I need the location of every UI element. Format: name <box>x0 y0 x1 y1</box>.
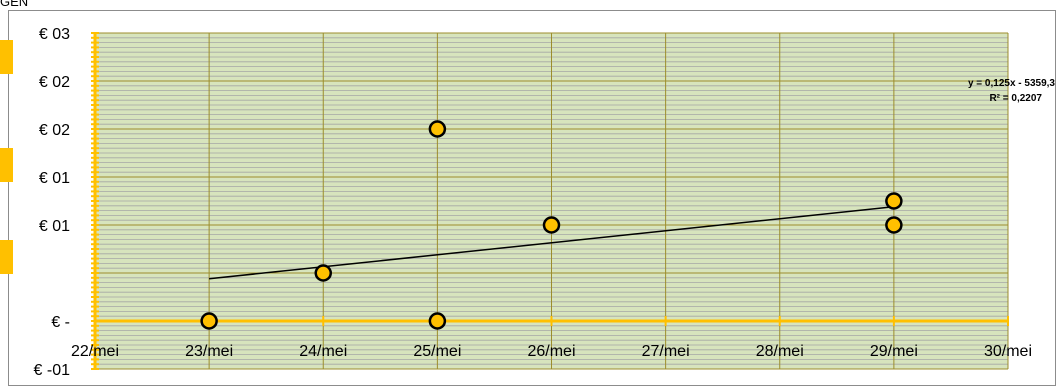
x-tick-label: 29/mei <box>870 343 918 360</box>
side-bar-2 <box>0 148 13 182</box>
data-points <box>200 120 903 330</box>
x-axis-labels: 22/mei 23/mei 24/mei 25/mei 26/mei 27/mei 28/m… <box>71 343 1032 360</box>
data-point <box>885 192 903 210</box>
x-tick-label: 22/mei <box>71 343 119 360</box>
trendline-label: y = 0,125x - 5359,3 R² = 0,2207 <box>968 78 1055 104</box>
side-bar-3 <box>0 240 13 274</box>
y-tick-label: € 01 <box>39 218 70 235</box>
trendline-r-squared: R² = 0,2207 <box>989 93 1042 104</box>
y-tick-label: € - <box>51 314 70 331</box>
x-tick-label: 25/mei <box>413 343 461 360</box>
x-tick-label: 27/mei <box>642 343 690 360</box>
trendline-equation: y = 0,125x - 5359,3 <box>968 78 1055 89</box>
y-tick-label: € 02 <box>39 74 70 91</box>
x-tick-label: 26/mei <box>527 343 575 360</box>
data-point <box>428 120 447 138</box>
data-point <box>314 264 332 282</box>
x-tick-label: 28/mei <box>756 343 804 360</box>
y-tick-label: € 01 <box>39 170 70 187</box>
x-tick-label: 24/mei <box>299 343 347 360</box>
y-tick-label: € -01 <box>34 362 71 379</box>
data-point <box>428 312 447 330</box>
y-tick-label: € 03 <box>39 26 70 43</box>
x-tick-label: 23/mei <box>185 343 233 360</box>
side-bar-1 <box>0 40 13 74</box>
data-point <box>200 312 218 330</box>
chart-border <box>8 10 1056 386</box>
x-tick-label: 30/mei <box>984 343 1032 360</box>
y-axis-labels: € 03 € 02 € 02 € 01 € 01 € - € -01 <box>34 26 71 379</box>
y-tick-label: € 02 <box>39 122 70 139</box>
axes <box>91 32 1009 370</box>
data-point <box>542 216 561 234</box>
top-label: GEN <box>0 0 29 9</box>
data-point <box>885 216 903 234</box>
